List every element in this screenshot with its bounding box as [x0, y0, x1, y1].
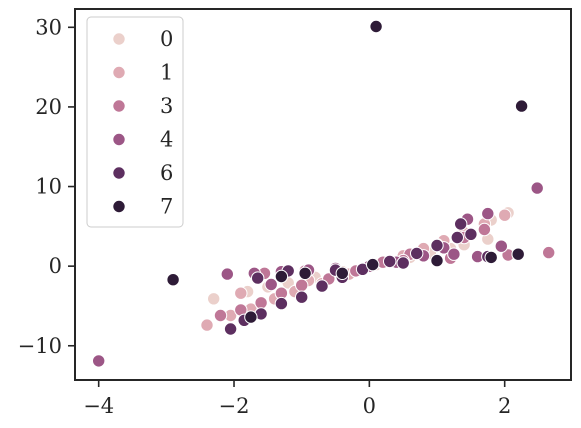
point-s4-5 [315, 279, 329, 293]
legend-marker-4 [112, 132, 126, 147]
legend-label-6: 6 [160, 161, 173, 185]
legend-marker-3 [112, 99, 126, 113]
point-s4-17 [396, 256, 410, 270]
point-s3-11 [494, 239, 508, 253]
point-s4-14 [251, 271, 265, 285]
point-s2-11 [477, 222, 492, 237]
point-s5-2 [166, 273, 180, 287]
point-s4-0 [223, 322, 238, 336]
legend-marker-6 [112, 166, 126, 180]
point-s3-16 [92, 354, 106, 368]
point-s1-0 [200, 318, 214, 332]
point-s1-14 [234, 286, 248, 300]
y-tick-label: 30 [35, 15, 62, 39]
legend-box [86, 16, 184, 228]
point-s5-9 [244, 310, 258, 324]
point-s5-5 [366, 257, 380, 272]
point-s5-7 [484, 250, 498, 265]
point-s5-4 [298, 266, 312, 280]
y-tick-label: −10 [18, 334, 62, 358]
point-s5-8 [511, 247, 525, 261]
x-tick-label: −2 [219, 394, 250, 418]
y-tick-label: 10 [35, 175, 62, 199]
legend-label-1: 1 [160, 61, 173, 85]
point-s3-15 [447, 247, 461, 261]
point-s2-0 [213, 308, 228, 323]
legend-marker-1 [112, 65, 126, 80]
point-s3-17 [264, 277, 278, 292]
point-s2-13 [542, 245, 556, 260]
point-s4-11 [450, 230, 464, 245]
plot-frame [74, 8, 572, 381]
point-s5-10 [335, 266, 349, 280]
point-s4-18 [454, 217, 468, 231]
point-s3-0 [220, 267, 235, 281]
legend-marker-7 [112, 199, 126, 214]
y-tick-label: 0 [49, 254, 62, 278]
point-s4-4 [295, 290, 309, 304]
x-tick-label: −4 [83, 394, 114, 418]
point-s3-10 [481, 206, 495, 221]
point-s1-13 [498, 208, 512, 222]
points-layer [92, 19, 556, 368]
point-s4-12 [464, 227, 478, 242]
point-s4-8 [383, 254, 397, 269]
x-tick-label: 2 [498, 394, 511, 418]
point-s5-6 [430, 253, 444, 268]
point-s3-13 [530, 181, 544, 195]
point-s2-2 [254, 296, 268, 310]
point-s5-3 [274, 269, 289, 284]
legend: 0 1 3 4 6 7 [86, 16, 184, 228]
point-s5-0 [369, 19, 383, 34]
legend-marker-0 [112, 32, 126, 46]
point-s0-0 [207, 292, 221, 306]
legend-label-7: 7 [160, 195, 173, 219]
point-s4-10 [430, 238, 444, 253]
legend-label-4: 4 [160, 128, 173, 152]
point-s4-9 [410, 246, 424, 261]
legend-label-0: 0 [160, 27, 173, 51]
legend-label-3: 3 [160, 94, 173, 118]
y-tick-label: 20 [35, 95, 62, 119]
x-tick-label: 0 [363, 394, 376, 418]
point-s5-1 [514, 99, 529, 113]
point-s2-4 [295, 278, 309, 292]
point-s4-3 [274, 296, 289, 311]
